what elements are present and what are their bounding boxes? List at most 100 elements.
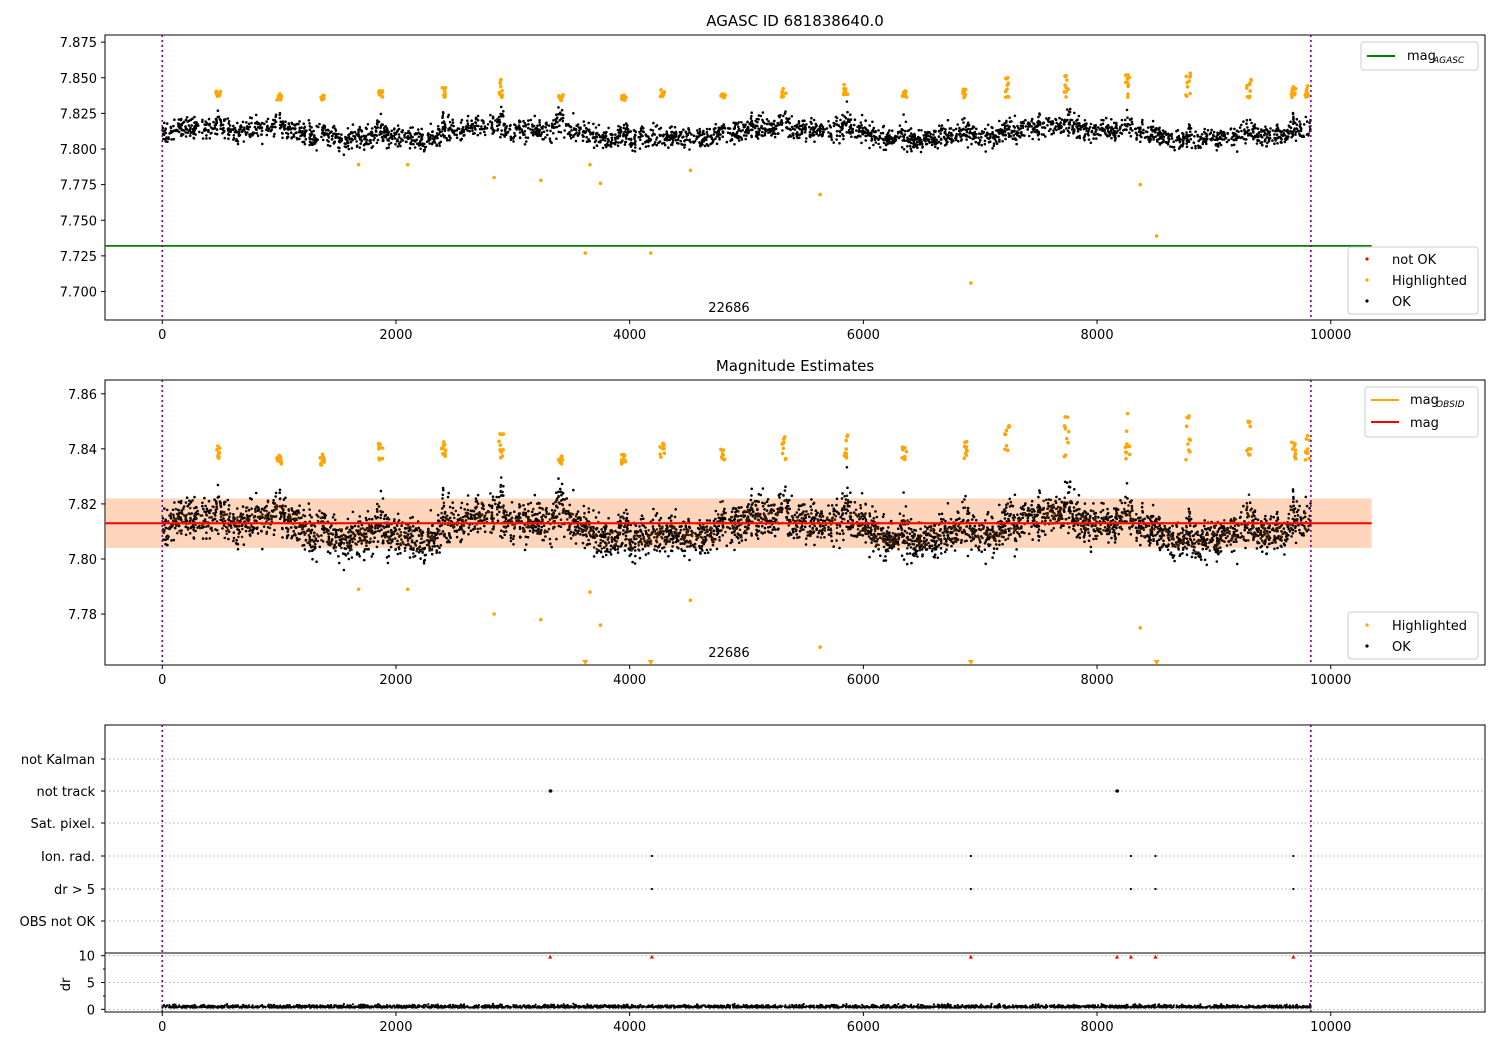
highlighted-point	[1186, 442, 1190, 446]
highlighted-point	[1064, 436, 1069, 441]
highlighted-point	[1005, 83, 1010, 87]
highlighted-point	[498, 92, 502, 97]
highlighted-point	[1063, 74, 1068, 78]
dr-clipped-marker	[1114, 954, 1119, 959]
highlighted-point	[1289, 92, 1294, 96]
highlighted-point	[844, 454, 848, 458]
highlighted-point	[1292, 92, 1297, 97]
highlighted-point	[561, 93, 565, 97]
legend-label-obsid-sub: OBSID	[1436, 400, 1465, 410]
highlighted-point	[782, 435, 787, 440]
y-tick-label: 7.825	[60, 107, 97, 122]
x-tick-label: 0	[158, 328, 166, 343]
highlighted-point	[492, 612, 496, 616]
x-tick-label: 2000	[379, 328, 412, 343]
highlighted-point	[322, 93, 326, 98]
highlighted-point	[557, 94, 561, 99]
y-tick-label: 7.775	[60, 179, 97, 194]
highlighted-point	[1002, 432, 1007, 436]
x-tick-label: 4000	[613, 673, 646, 688]
highlighted-point	[780, 89, 785, 94]
highlighted-point	[440, 86, 445, 90]
highlighted-point	[440, 451, 445, 456]
flag-marker	[1129, 854, 1133, 858]
dr-tick-label: 10	[78, 950, 95, 965]
highlighted-point	[1062, 424, 1067, 428]
highlighted-point	[658, 452, 662, 456]
highlighted-point	[1066, 429, 1071, 434]
highlighted-point	[1292, 441, 1296, 446]
legend-swatch	[1365, 299, 1369, 303]
highlighted-point	[1006, 95, 1011, 99]
highlighted-point	[661, 442, 666, 446]
highlighted-point	[783, 456, 788, 461]
highlighted-point	[1188, 91, 1192, 96]
highlighted-point	[1291, 85, 1296, 89]
highlighted-point	[214, 92, 219, 97]
highlighted-point	[405, 162, 410, 167]
highlighted-point	[500, 88, 504, 93]
highlighted-point	[1293, 448, 1298, 452]
flag-marker	[1154, 854, 1157, 858]
highlighted-point	[781, 440, 786, 445]
y-tick-label: 7.86	[68, 388, 97, 403]
highlighted-offscale-marker	[1153, 660, 1160, 665]
x-tick-label: 2000	[379, 673, 412, 688]
dr-tick-label: 5	[87, 977, 95, 992]
y-tick-label: 7.800	[60, 143, 97, 158]
highlighted-point	[1005, 448, 1010, 453]
legend-label: not OK	[1392, 253, 1437, 268]
highlighted-point	[275, 458, 280, 463]
highlighted-point	[492, 175, 496, 180]
legend-mag-agasc	[1360, 41, 1479, 71]
highlighted-point	[842, 82, 846, 87]
highlighted-point	[1305, 447, 1310, 451]
panel2-plot-area: 0 2000 4000 6000 8000 10000 7.78 7.80 7.82 7.84 7.…	[68, 379, 1486, 688]
y-tick-label: 7.80	[68, 553, 97, 568]
highlighted-point	[318, 455, 322, 460]
highlighted-point	[1186, 448, 1191, 452]
highlighted-point	[1305, 90, 1309, 95]
x-tick-label: 4000	[613, 328, 646, 343]
highlighted-point	[721, 457, 726, 461]
highlighted-point	[441, 440, 446, 444]
highlighted-point	[278, 455, 283, 459]
highlighted-point	[322, 456, 326, 461]
flags-panel: not Kalman not track Sat. pixel. Ion. rad. d…	[20, 724, 1486, 1035]
flag-row-label: Sat. pixel.	[31, 817, 95, 832]
legend-status	[1347, 611, 1479, 660]
highlighted-point	[499, 77, 503, 82]
obsid-label: 22686	[708, 301, 749, 316]
highlighted-point	[904, 89, 908, 94]
magnitude-estimates-panel: Magnitude Estimates 0 2000 4000 6000 8000 100…	[68, 357, 1486, 688]
highlighted-point	[1063, 415, 1068, 419]
highlighted-point	[619, 458, 624, 462]
highlighted-point	[962, 456, 966, 461]
flag-marker	[969, 854, 972, 858]
highlighted-point	[781, 86, 786, 91]
highlighted-point	[1138, 626, 1143, 630]
highlighted-point	[1184, 93, 1188, 97]
ok-points	[161, 100, 1312, 156]
dr-clipped-marker	[1153, 954, 1158, 959]
legend-label-mag: mag	[1410, 416, 1439, 431]
flag-marker	[549, 789, 553, 793]
flag-row-label: not Kalman	[21, 753, 95, 768]
y-tick-label: 7.82	[68, 498, 97, 513]
highlighted-point	[845, 433, 850, 437]
flag-marker	[1129, 887, 1133, 891]
legend-swatch	[1365, 623, 1369, 627]
highlighted-point	[779, 94, 784, 98]
highlighted-point	[598, 181, 603, 185]
highlighted-point	[498, 455, 503, 460]
x-tick-label: 6000	[847, 1020, 880, 1035]
highlighted-point	[216, 456, 221, 460]
legend-label: Highlighted	[1392, 619, 1467, 634]
dr-clipped-marker	[548, 954, 553, 959]
flag-marker	[650, 887, 653, 891]
x-tick-label: 8000	[1081, 328, 1114, 343]
highlighted-point	[783, 91, 788, 96]
highlighted-point	[539, 178, 543, 183]
highlighted-point	[498, 448, 502, 452]
highlighted-point	[1304, 437, 1309, 441]
